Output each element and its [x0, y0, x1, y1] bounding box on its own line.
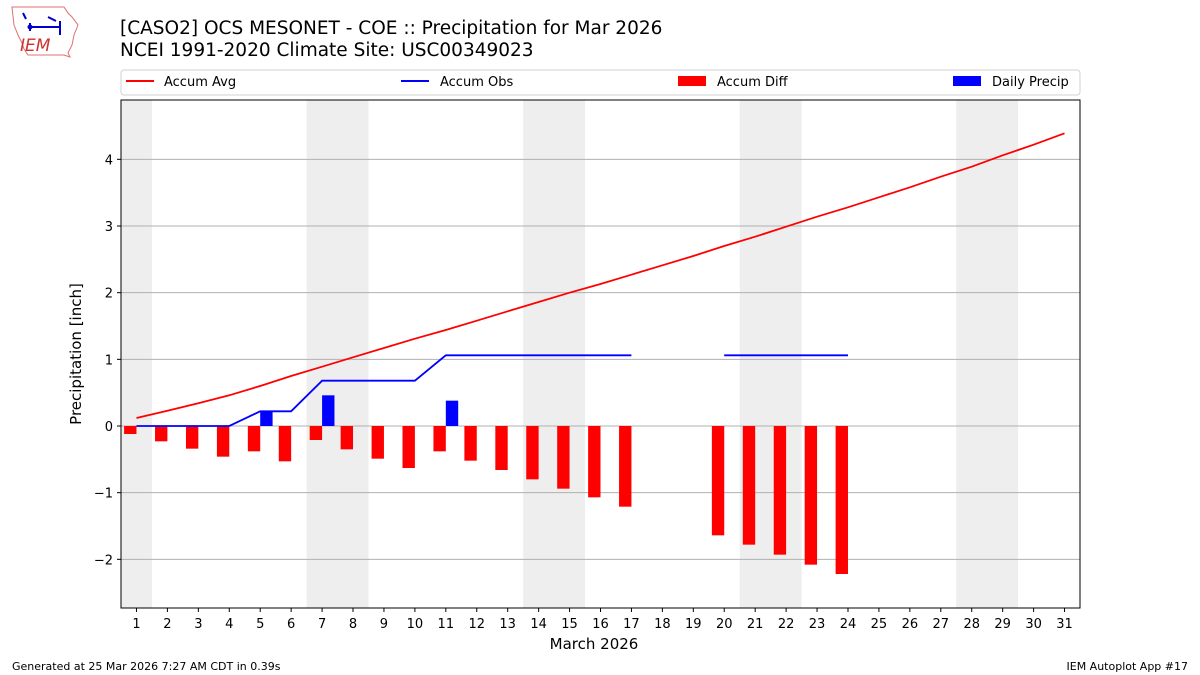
- x-tick-label: 29: [994, 617, 1011, 632]
- y-tick-label: 4: [105, 153, 113, 168]
- plot-frame: [120, 99, 1081, 609]
- weekend-shade: [121, 100, 152, 608]
- y-axis-label: Precipitation [inch]: [67, 283, 85, 425]
- x-tick-label: 5: [256, 617, 264, 632]
- accum-diff-bar: [340, 426, 354, 450]
- x-tick-label: 15: [561, 617, 578, 632]
- x-tick-label: 30: [1025, 617, 1042, 632]
- y-tick-label: −2: [94, 553, 113, 568]
- accum-diff-bar: [433, 426, 446, 452]
- legend-label-accum-obs: Accum Obs: [440, 75, 513, 90]
- x-tick-label: 17: [623, 617, 640, 632]
- x-tick-label: 4: [225, 617, 233, 632]
- x-tick-label: 23: [809, 617, 826, 632]
- accum-diff-bar: [124, 426, 137, 434]
- accum-diff-bar: [402, 426, 415, 468]
- accum-diff-bar: [588, 426, 601, 498]
- accum-diff-bar: [464, 426, 477, 461]
- x-tick-label: 25: [871, 617, 888, 632]
- x-tick-label: 12: [468, 617, 485, 632]
- accum-diff-bar: [804, 426, 818, 565]
- x-tick-label: 24: [840, 617, 857, 632]
- x-tick-label: 31: [1056, 617, 1073, 632]
- x-tick-label: 9: [380, 617, 388, 632]
- chart-title: [CASO2] OCS MESONET - COE :: Precipitati…: [120, 18, 663, 39]
- weekend-shade: [523, 100, 586, 608]
- x-tick-label: 11: [438, 617, 455, 632]
- weekend-shade: [956, 100, 1019, 608]
- x-tick-label: 7: [318, 617, 326, 632]
- accum-diff-bar: [526, 426, 539, 480]
- iem-logo: IEM: [8, 5, 80, 60]
- chart-subtitle: NCEI 1991-2020 Climate Site: USC00349023: [120, 40, 534, 61]
- x-tick-label: 14: [530, 617, 547, 632]
- accum-diff-bar: [835, 426, 848, 574]
- legend-swatch-accum-diff: [678, 76, 706, 86]
- y-tick-label: 0: [105, 420, 113, 435]
- accum-avg-line: [136, 132, 1065, 419]
- x-tick-label: 13: [499, 617, 516, 632]
- legend-box: [120, 69, 1081, 96]
- x-tick-label: 26: [902, 617, 919, 632]
- y-tick-label: 1: [105, 353, 113, 368]
- x-tick-label: 27: [933, 617, 950, 632]
- legend-label-accum-avg: Accum Avg: [164, 75, 236, 90]
- x-tick-label: 18: [654, 617, 671, 632]
- svg-text:IEM: IEM: [20, 36, 51, 56]
- legend-label-accum-diff: Accum Diff: [717, 75, 789, 90]
- accum-diff-bar: [773, 426, 787, 555]
- weekend-shade: [306, 100, 369, 608]
- y-tick-label: −1: [94, 487, 113, 502]
- accum-diff-bar: [309, 426, 323, 440]
- accum-diff-bar: [247, 426, 261, 452]
- daily-precip-bar: [322, 395, 335, 426]
- y-tick-label: 2: [105, 287, 113, 302]
- accum-diff-bar: [711, 426, 725, 536]
- daily-precip-bar: [260, 411, 273, 426]
- accum-diff-bar: [155, 426, 168, 442]
- accum-diff-bar: [278, 426, 292, 462]
- footer-generated: Generated at 25 Mar 2026 7:27 AM CDT in …: [12, 660, 281, 673]
- x-tick-label: 16: [592, 617, 609, 632]
- accum-diff-bar: [371, 426, 384, 459]
- accum-diff-bar: [216, 426, 230, 457]
- accum-diff-bar: [742, 426, 756, 545]
- x-tick-label: 28: [963, 617, 980, 632]
- daily-precip-bar: [445, 400, 459, 426]
- x-tick-label: 10: [407, 617, 424, 632]
- x-tick-label: 2: [163, 617, 171, 632]
- x-tick-label: 20: [716, 617, 733, 632]
- x-tick-label: 8: [349, 617, 357, 632]
- x-axis-label: March 2026: [550, 635, 639, 653]
- x-tick-label: 21: [747, 617, 764, 632]
- accum-diff-bar: [495, 426, 508, 470]
- y-tick-label: 3: [105, 220, 113, 235]
- accum-obs-line: [136, 354, 848, 427]
- x-tick-label: 19: [685, 617, 702, 632]
- x-tick-label: 22: [778, 617, 795, 632]
- legend: Accum Avg Accum Obs Accum Diff Daily Pre…: [120, 69, 1081, 96]
- legend-swatch-daily-precip: [953, 76, 981, 86]
- x-tick-label: 3: [194, 617, 202, 632]
- x-tick-label: 1: [132, 617, 140, 632]
- accum-diff-bar: [619, 426, 632, 507]
- accum-diff-bar: [185, 426, 199, 449]
- x-tick-label: 6: [287, 617, 295, 632]
- footer-app: IEM Autoplot App #17: [1066, 660, 1189, 673]
- legend-label-daily-precip: Daily Precip: [992, 75, 1069, 90]
- accum-diff-bar: [557, 426, 570, 489]
